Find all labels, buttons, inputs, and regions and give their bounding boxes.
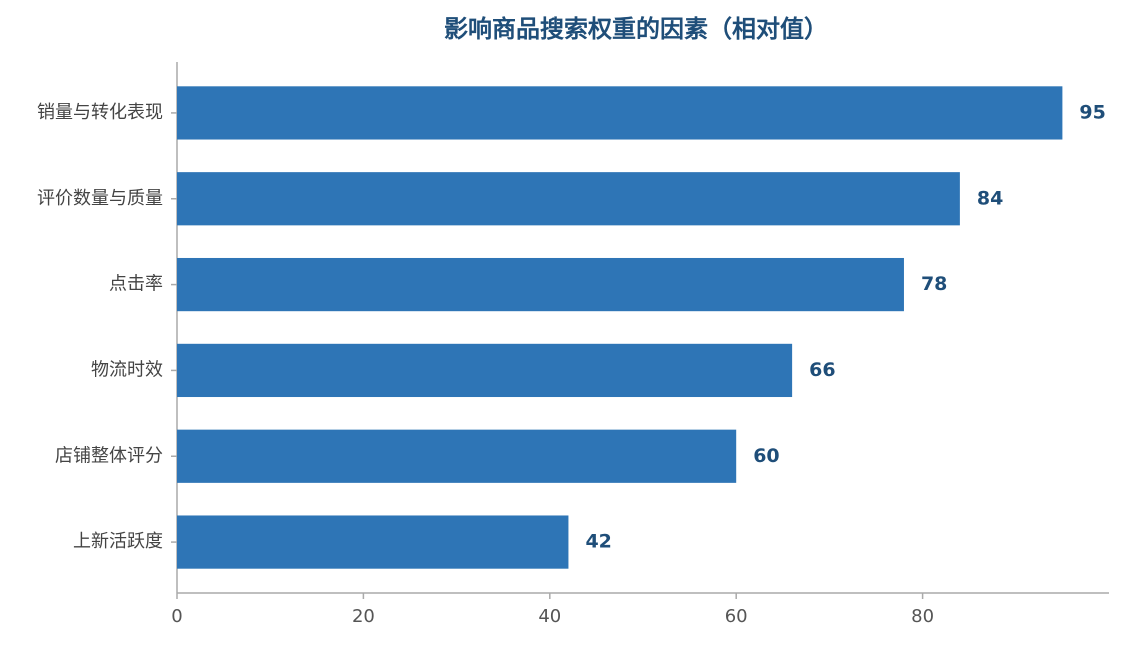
bar [177,86,1063,140]
y-tick-label: 物流时效 [91,359,163,380]
bar [177,515,569,569]
chart-title: 影响商品搜索权重的因素（相对值） [444,15,828,43]
y-tick-label: 点击率 [109,274,163,295]
value-label: 42 [585,531,611,553]
x-tick-label: 40 [538,606,561,627]
bar [177,429,737,483]
y-tick-label: 店铺整体评分 [55,445,163,466]
x-tick-label: 60 [725,606,748,627]
y-tick-label: 评价数量与质量 [37,188,163,209]
bar [177,257,904,312]
value-label: 78 [921,273,947,295]
value-label: 84 [977,187,1003,209]
value-label: 60 [753,445,779,467]
bar [177,172,960,226]
bar [177,343,793,398]
x-tick-label: 80 [911,606,934,627]
x-tick-label: 20 [352,606,375,627]
x-tick-label: 0 [171,606,182,627]
y-tick-label: 销量与转化表现 [37,102,163,123]
value-label: 66 [809,359,835,381]
y-tick-label: 上新活跃度 [73,531,163,552]
value-label: 95 [1079,101,1105,123]
